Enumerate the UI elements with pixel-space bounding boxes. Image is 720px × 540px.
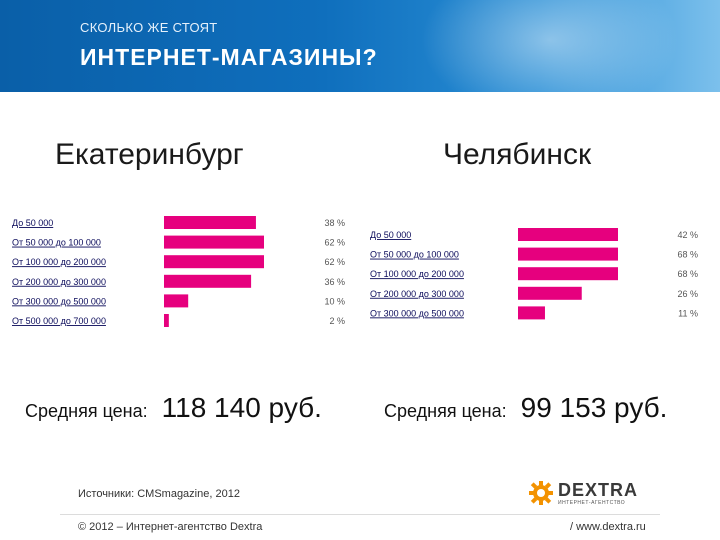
value-label: 62 % bbox=[324, 257, 345, 267]
city-title-right: Челябинск bbox=[443, 138, 592, 171]
value-label: 38 % bbox=[324, 218, 345, 228]
logo-tagline: ИНТЕРНЕТ-АГЕНТСТВО bbox=[558, 500, 626, 506]
header-glow bbox=[420, 0, 680, 92]
average-price-label: Средняя цена: bbox=[25, 401, 148, 421]
chart-ekaterinburg-svg: До 50 000 38 % От 50 000 до 100 000 62 % От … bbox=[12, 216, 345, 327]
footer-divider bbox=[60, 514, 660, 515]
category-label: До 50 000 bbox=[370, 230, 411, 240]
category-label: До 50 000 bbox=[12, 218, 53, 228]
chart-chelyabinsk-svg: До 50 000 42 % От 50 000 до 100 000 68 % От … bbox=[370, 228, 698, 320]
bar bbox=[164, 274, 252, 288]
average-price-label: Средняя цена: bbox=[384, 401, 507, 421]
website-link[interactable]: / www.dextra.ru bbox=[570, 521, 646, 533]
category-label: От 200 000 до 300 000 bbox=[370, 289, 464, 299]
chart-ekaterinburg: До 50 000 38 % От 50 000 до 100 000 62 % От … bbox=[10, 210, 360, 345]
average-price-value: 99 153 руб. bbox=[520, 392, 668, 423]
value-label: 62 % bbox=[324, 238, 345, 248]
bar bbox=[164, 216, 256, 229]
source-note: Источники: CMSmagazine, 2012 bbox=[78, 488, 240, 500]
chart-chelyabinsk: До 50 000 42 % От 50 000 до 100 000 68 % От … bbox=[368, 222, 713, 337]
logo-wordmark: DEXTRA bbox=[558, 480, 639, 500]
dextra-logo: DEXTRA ИНТЕРНЕТ-АГЕНТСТВО bbox=[528, 478, 658, 508]
bar bbox=[164, 314, 169, 327]
header-banner: СКОЛЬКО ЖЕ СТОЯТ ИНТЕРНЕТ-МАГАЗИНЫ? bbox=[0, 0, 720, 92]
value-label: 2 % bbox=[329, 316, 345, 326]
slide-title: ИНТЕРНЕТ-МАГАЗИНЫ? bbox=[80, 44, 378, 70]
value-label: 36 % bbox=[324, 277, 345, 287]
category-label: От 100 000 до 200 000 bbox=[12, 257, 106, 267]
bar bbox=[164, 255, 264, 269]
average-price-right: Средняя цена: 99 153 руб. bbox=[384, 392, 667, 424]
average-price-value: 118 140 руб. bbox=[161, 392, 322, 423]
value-label: 10 % bbox=[324, 296, 345, 306]
bar bbox=[164, 294, 189, 308]
value-label: 68 % bbox=[677, 250, 698, 260]
bar bbox=[518, 286, 582, 300]
category-label: От 300 000 до 500 000 bbox=[370, 308, 464, 318]
category-label: От 50 000 до 100 000 bbox=[370, 250, 459, 260]
bar bbox=[164, 235, 264, 249]
value-label: 68 % bbox=[677, 269, 698, 279]
category-label: От 500 000 до 700 000 bbox=[12, 316, 106, 326]
category-label: От 50 000 до 100 000 bbox=[12, 238, 101, 248]
category-label: От 200 000 до 300 000 bbox=[12, 277, 106, 287]
bar bbox=[518, 247, 618, 261]
bar bbox=[518, 267, 618, 281]
category-label: От 100 000 до 200 000 bbox=[370, 269, 464, 279]
bar bbox=[518, 306, 545, 320]
gear-icon bbox=[529, 481, 553, 505]
average-price-left: Средняя цена: 118 140 руб. bbox=[25, 392, 322, 424]
city-title-left: Екатеринбург bbox=[55, 138, 244, 171]
value-label: 11 % bbox=[678, 308, 698, 318]
slide-subtitle: СКОЛЬКО ЖЕ СТОЯТ bbox=[80, 20, 218, 35]
value-label: 42 % bbox=[677, 230, 698, 240]
copyright-text: © 2012 – Интернет-агентство Dextra bbox=[78, 521, 263, 533]
value-label: 26 % bbox=[677, 289, 698, 299]
bar bbox=[518, 228, 618, 241]
category-label: От 300 000 до 500 000 bbox=[12, 296, 106, 306]
